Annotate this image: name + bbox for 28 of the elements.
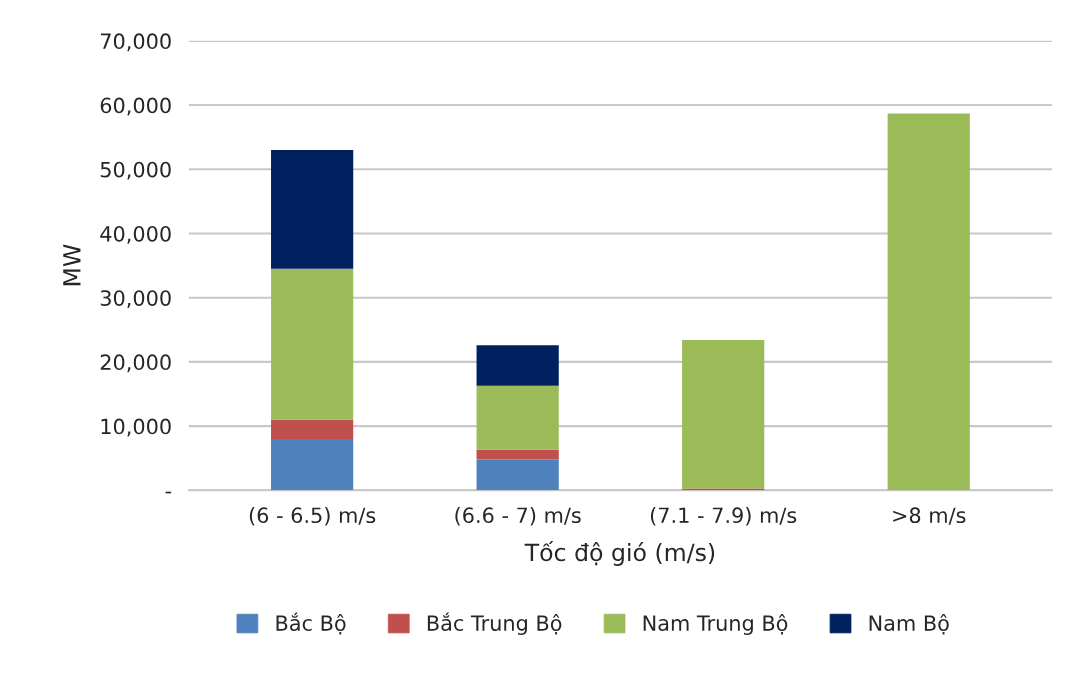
- y-tick-label: 20,000: [100, 354, 171, 373]
- legend-label: Nam Trung Bộ: [643, 614, 788, 636]
- legend-label: Bắc Trung Bộ: [427, 612, 562, 636]
- x-tick-label: (6 - 6.5) m/s: [249, 507, 376, 526]
- bar: [476, 459, 559, 491]
- y-tick-label: 50,000: [100, 161, 171, 180]
- x-tick-label: (7.1 - 7.9) m/s: [650, 507, 797, 526]
- x-tick-label: >8 m/s: [893, 507, 966, 525]
- x-axis-title: Tốc độ gió (m/s): [524, 541, 715, 566]
- bar: [271, 419, 354, 439]
- bar: [271, 268, 354, 420]
- bar: [887, 113, 970, 491]
- y-tick-label: 40,000: [100, 225, 171, 244]
- bar: [476, 385, 559, 450]
- y-tick-label: 60,000: [100, 97, 171, 116]
- legend-label: Nam Bộ: [869, 614, 949, 635]
- bar: [682, 340, 765, 489]
- bar: [271, 150, 354, 269]
- y-tick-label: -: [165, 491, 172, 494]
- y-tick-label: 70,000: [100, 33, 171, 52]
- bar: [271, 438, 354, 491]
- y-tick-label: 10,000: [101, 418, 171, 437]
- legend-label: Bắc Bộ: [276, 612, 346, 635]
- y-tick-label: 30,000: [100, 290, 171, 309]
- x-tick-label: (6.6 - 7) m/s: [455, 507, 581, 526]
- bar: [476, 345, 559, 386]
- bar: [476, 449, 559, 460]
- y-axis-title: MW: [63, 244, 81, 286]
